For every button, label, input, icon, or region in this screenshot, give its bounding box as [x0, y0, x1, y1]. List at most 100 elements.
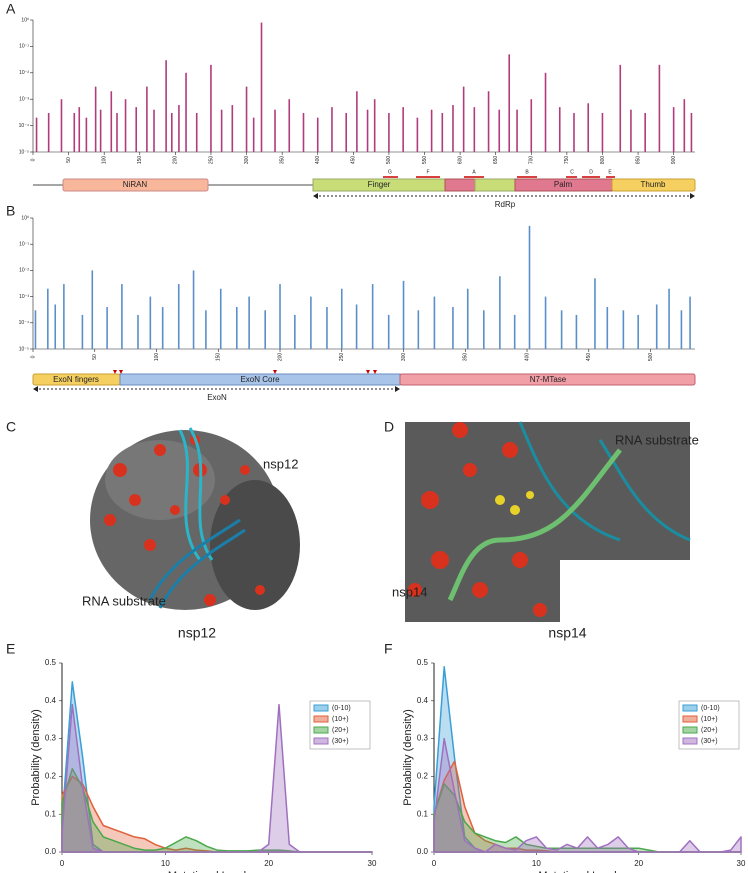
bar — [508, 54, 511, 152]
x-tick-label: 250 — [339, 353, 345, 362]
y-tick-label: 0.4 — [417, 696, 429, 705]
x-tick-label: 400 — [315, 156, 321, 165]
bar — [34, 310, 37, 349]
bar — [331, 107, 333, 152]
bar — [402, 280, 405, 349]
x-tick-label: 0 — [60, 859, 65, 868]
bar — [316, 117, 319, 152]
bar — [530, 99, 533, 152]
x-tick-label: 450 — [351, 156, 357, 165]
panel-label: C — [6, 419, 16, 435]
panel-label: F — [384, 641, 393, 657]
bar — [644, 113, 646, 152]
bar — [680, 310, 683, 349]
bar — [433, 296, 436, 349]
bar — [487, 91, 490, 152]
x-tick-label: 500 — [648, 353, 654, 362]
bar — [573, 113, 575, 152]
span-label: ExoN — [207, 393, 227, 402]
x-tick-label: 750 — [564, 156, 570, 165]
legend-label: (0-10) — [701, 705, 720, 712]
x-tick-label: 0 — [30, 355, 36, 358]
x-tick-label: 500 — [386, 156, 392, 165]
y-tick-label: 0.2 — [417, 772, 429, 781]
bar — [388, 113, 390, 152]
x-tick-label: 0 — [432, 859, 437, 868]
bar — [231, 105, 234, 152]
bar — [587, 103, 590, 152]
chart-title: nsp12 — [178, 625, 216, 641]
bar — [575, 314, 578, 349]
bar — [371, 284, 374, 349]
bar — [73, 113, 76, 152]
bar — [178, 105, 180, 152]
motif-label: F — [426, 169, 429, 175]
bar — [60, 99, 63, 152]
x-tick-label: 100 — [102, 156, 108, 165]
bar — [137, 314, 139, 349]
bar — [149, 296, 152, 349]
bar — [54, 304, 57, 349]
bar — [606, 307, 609, 349]
y-tick-label: 10⁰ — [21, 215, 29, 221]
bar — [452, 307, 454, 349]
bar — [153, 109, 155, 152]
structure-image: RNA substrate nsp14 — [392, 421, 699, 622]
bar — [274, 109, 276, 152]
x-tick-label: 350 — [279, 156, 285, 165]
bar — [441, 113, 444, 152]
bar — [499, 276, 501, 349]
motif-label: E — [608, 169, 612, 175]
x-tick-label: 10 — [161, 859, 170, 868]
y-tick-label: 10⁻⁴ — [19, 320, 29, 326]
bar — [220, 109, 223, 152]
bar — [689, 296, 691, 349]
y-axis-label: Probability (density) — [30, 709, 42, 806]
motif-label: B — [525, 169, 529, 175]
bar — [345, 113, 348, 152]
bar — [326, 307, 328, 349]
bar — [513, 314, 516, 349]
domain-label: NiRAN — [123, 180, 148, 189]
y-tick-label: 10⁻⁵ — [19, 346, 29, 352]
bar — [192, 270, 195, 349]
panel-label: E — [6, 641, 15, 657]
bar — [235, 307, 238, 349]
x-tick-label: 50 — [66, 157, 72, 163]
bar — [516, 109, 518, 152]
bar — [672, 107, 675, 152]
legend-label: (20+) — [701, 727, 718, 734]
y-tick-label: 0.5 — [45, 658, 57, 667]
x-tick-label: 250 — [208, 156, 214, 165]
y-tick-label: 0.4 — [45, 696, 57, 705]
domain-map: ExoN fingers ExoN Core N7-MTase ExoN — [32, 370, 696, 402]
bar — [355, 304, 358, 349]
bar — [78, 107, 81, 152]
bar — [146, 86, 148, 152]
y-tick-label: 10⁻⁵ — [19, 149, 29, 155]
bar — [430, 109, 433, 152]
y-tick-label: 0.3 — [45, 734, 57, 743]
y-tick-label: 10⁻² — [19, 268, 29, 274]
structure-label: RNA substrate — [615, 432, 699, 447]
legend-swatch — [682, 726, 698, 734]
x-tick-label: 300 — [244, 156, 250, 165]
chart-title: nsp14 — [548, 625, 586, 641]
x-tick-label: 400 — [524, 353, 530, 362]
x-tick-label: 30 — [368, 859, 377, 868]
legend-label: (30+) — [701, 738, 718, 745]
bar — [210, 64, 212, 152]
bar — [483, 310, 485, 349]
bar — [245, 86, 248, 152]
motif-label: C — [570, 169, 574, 175]
bar — [85, 117, 88, 152]
legend-label: (0-10) — [332, 705, 351, 712]
bar — [252, 117, 255, 152]
x-tick-label: 800 — [600, 156, 606, 165]
x-tick-label: 900 — [671, 156, 677, 165]
bar — [205, 310, 207, 349]
bar — [121, 284, 123, 349]
bar — [366, 109, 369, 152]
bar — [185, 72, 187, 152]
bar — [99, 109, 102, 152]
